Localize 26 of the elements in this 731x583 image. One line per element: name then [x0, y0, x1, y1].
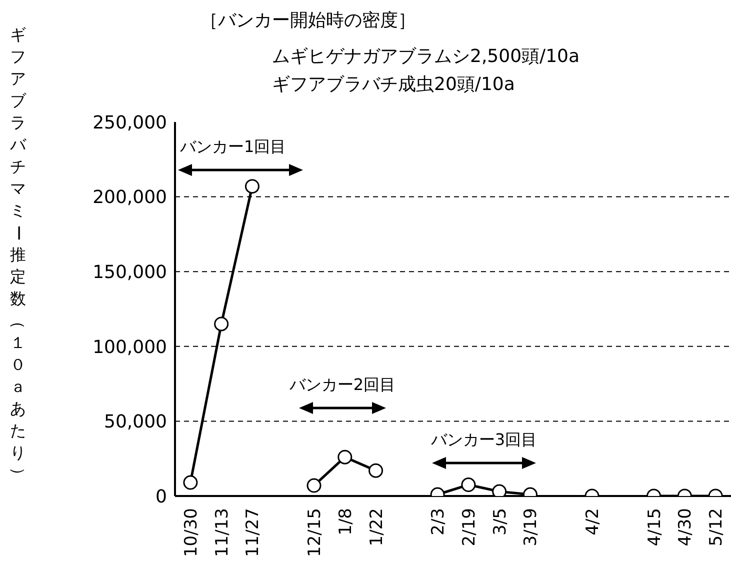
annotation: バンカー1回目: [179, 137, 286, 156]
chart-subtitle: ムギヒゲナガアブラムシ2,500頭/10a ギフアブラバチ成虫20頭/10a: [272, 45, 580, 96]
x-tick-label: 1/22: [366, 508, 387, 546]
x-tick-label: 4/30: [676, 508, 696, 546]
y-tick-label: 250,000: [92, 112, 167, 134]
x-tick-label: 12/15: [305, 508, 325, 557]
text: ギフアブラバチマミー推定数（１０ａあたり）: [9, 25, 28, 483]
x-tick-label: 10/30: [181, 508, 202, 557]
y-tick-label: 200,000: [92, 187, 167, 208]
y-tick-label: 50,000: [104, 412, 167, 433]
x-tick-label: 4/15: [644, 508, 665, 546]
x-tick-label: 5/12: [706, 508, 727, 546]
y-tick-label: 100,000: [92, 336, 167, 358]
x-tick-label: 3/5: [490, 508, 510, 536]
x-tick-label: 2/19: [459, 508, 480, 546]
x-tick-label: 1/8: [336, 508, 356, 536]
x-tick-label: 4/2: [583, 508, 603, 536]
chart-title: ［バンカー開始時の密度］: [200, 9, 416, 32]
x-tick-label: 3/19: [521, 508, 542, 546]
x-tick-label: 11/13: [212, 508, 232, 557]
y-tick-label: 0: [156, 486, 167, 508]
x-tick-label: 11/27: [243, 508, 264, 557]
y-tick-label: 150,000: [92, 262, 167, 283]
annotation: バンカー3回目: [430, 430, 538, 449]
x-tick-label: 2/3: [428, 508, 449, 536]
annotation: バンカー2回目: [288, 375, 396, 394]
